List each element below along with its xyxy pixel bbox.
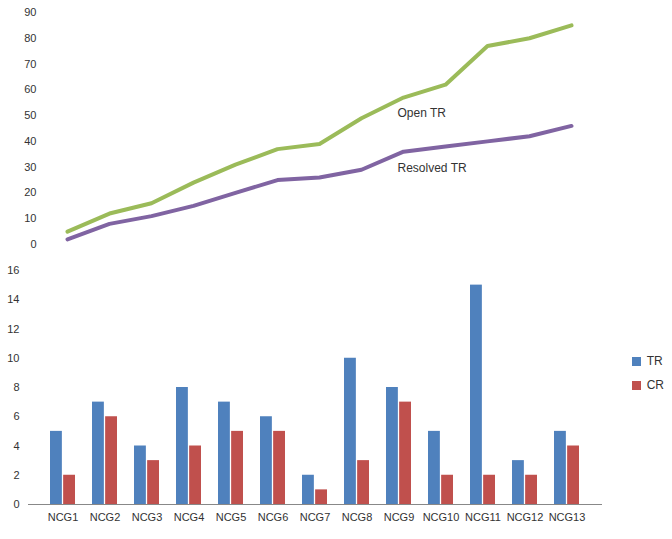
html-text:CR: CR (646, 378, 664, 393)
svg-text:NCG6: NCG6 (258, 511, 289, 523)
svg-text:0: 0 (13, 498, 19, 510)
html-text:TR: TR (646, 354, 663, 369)
svg-text:NCG3: NCG3 (132, 511, 163, 523)
svg-text:50: 50 (24, 109, 36, 121)
svg-text:30: 30 (24, 161, 36, 173)
svg-text:Resolved TR: Resolved TR (398, 161, 467, 175)
svg-text:NCG8: NCG8 (342, 511, 373, 523)
svg-text:14: 14 (7, 293, 19, 305)
svg-text:20: 20 (24, 186, 36, 198)
svg-text:90: 90 (24, 6, 36, 18)
svg-text:10: 10 (24, 212, 36, 224)
svg-text:NCG7: NCG7 (300, 511, 331, 523)
svg-text:8: 8 (13, 381, 19, 393)
svg-text:Open TR: Open TR (398, 106, 447, 120)
svg-text:0: 0 (30, 238, 36, 250)
svg-text:NCG11: NCG11 (465, 511, 501, 523)
svg-text:2: 2 (13, 469, 19, 481)
svg-text:80: 80 (24, 32, 36, 44)
svg-text:16: 16 (7, 264, 19, 276)
svg-text:NCG9: NCG9 (384, 511, 415, 523)
svg-text:NCG2: NCG2 (90, 511, 121, 523)
svg-text:12: 12 (7, 323, 19, 335)
svg-text:40: 40 (24, 135, 36, 147)
svg-text:60: 60 (24, 83, 36, 95)
svg-text:NCG13: NCG13 (549, 511, 586, 523)
svg-text:NCG1: NCG1 (48, 511, 79, 523)
svg-text:70: 70 (24, 58, 36, 70)
svg-text:6: 6 (13, 410, 19, 422)
svg-text:NCG12: NCG12 (507, 511, 544, 523)
svg-text:10: 10 (7, 352, 19, 364)
svg-text:NCG4: NCG4 (174, 511, 205, 523)
svg-text:NCG5: NCG5 (216, 511, 247, 523)
svg-text:NCG10: NCG10 (423, 511, 460, 523)
svg-text:4: 4 (13, 440, 19, 452)
